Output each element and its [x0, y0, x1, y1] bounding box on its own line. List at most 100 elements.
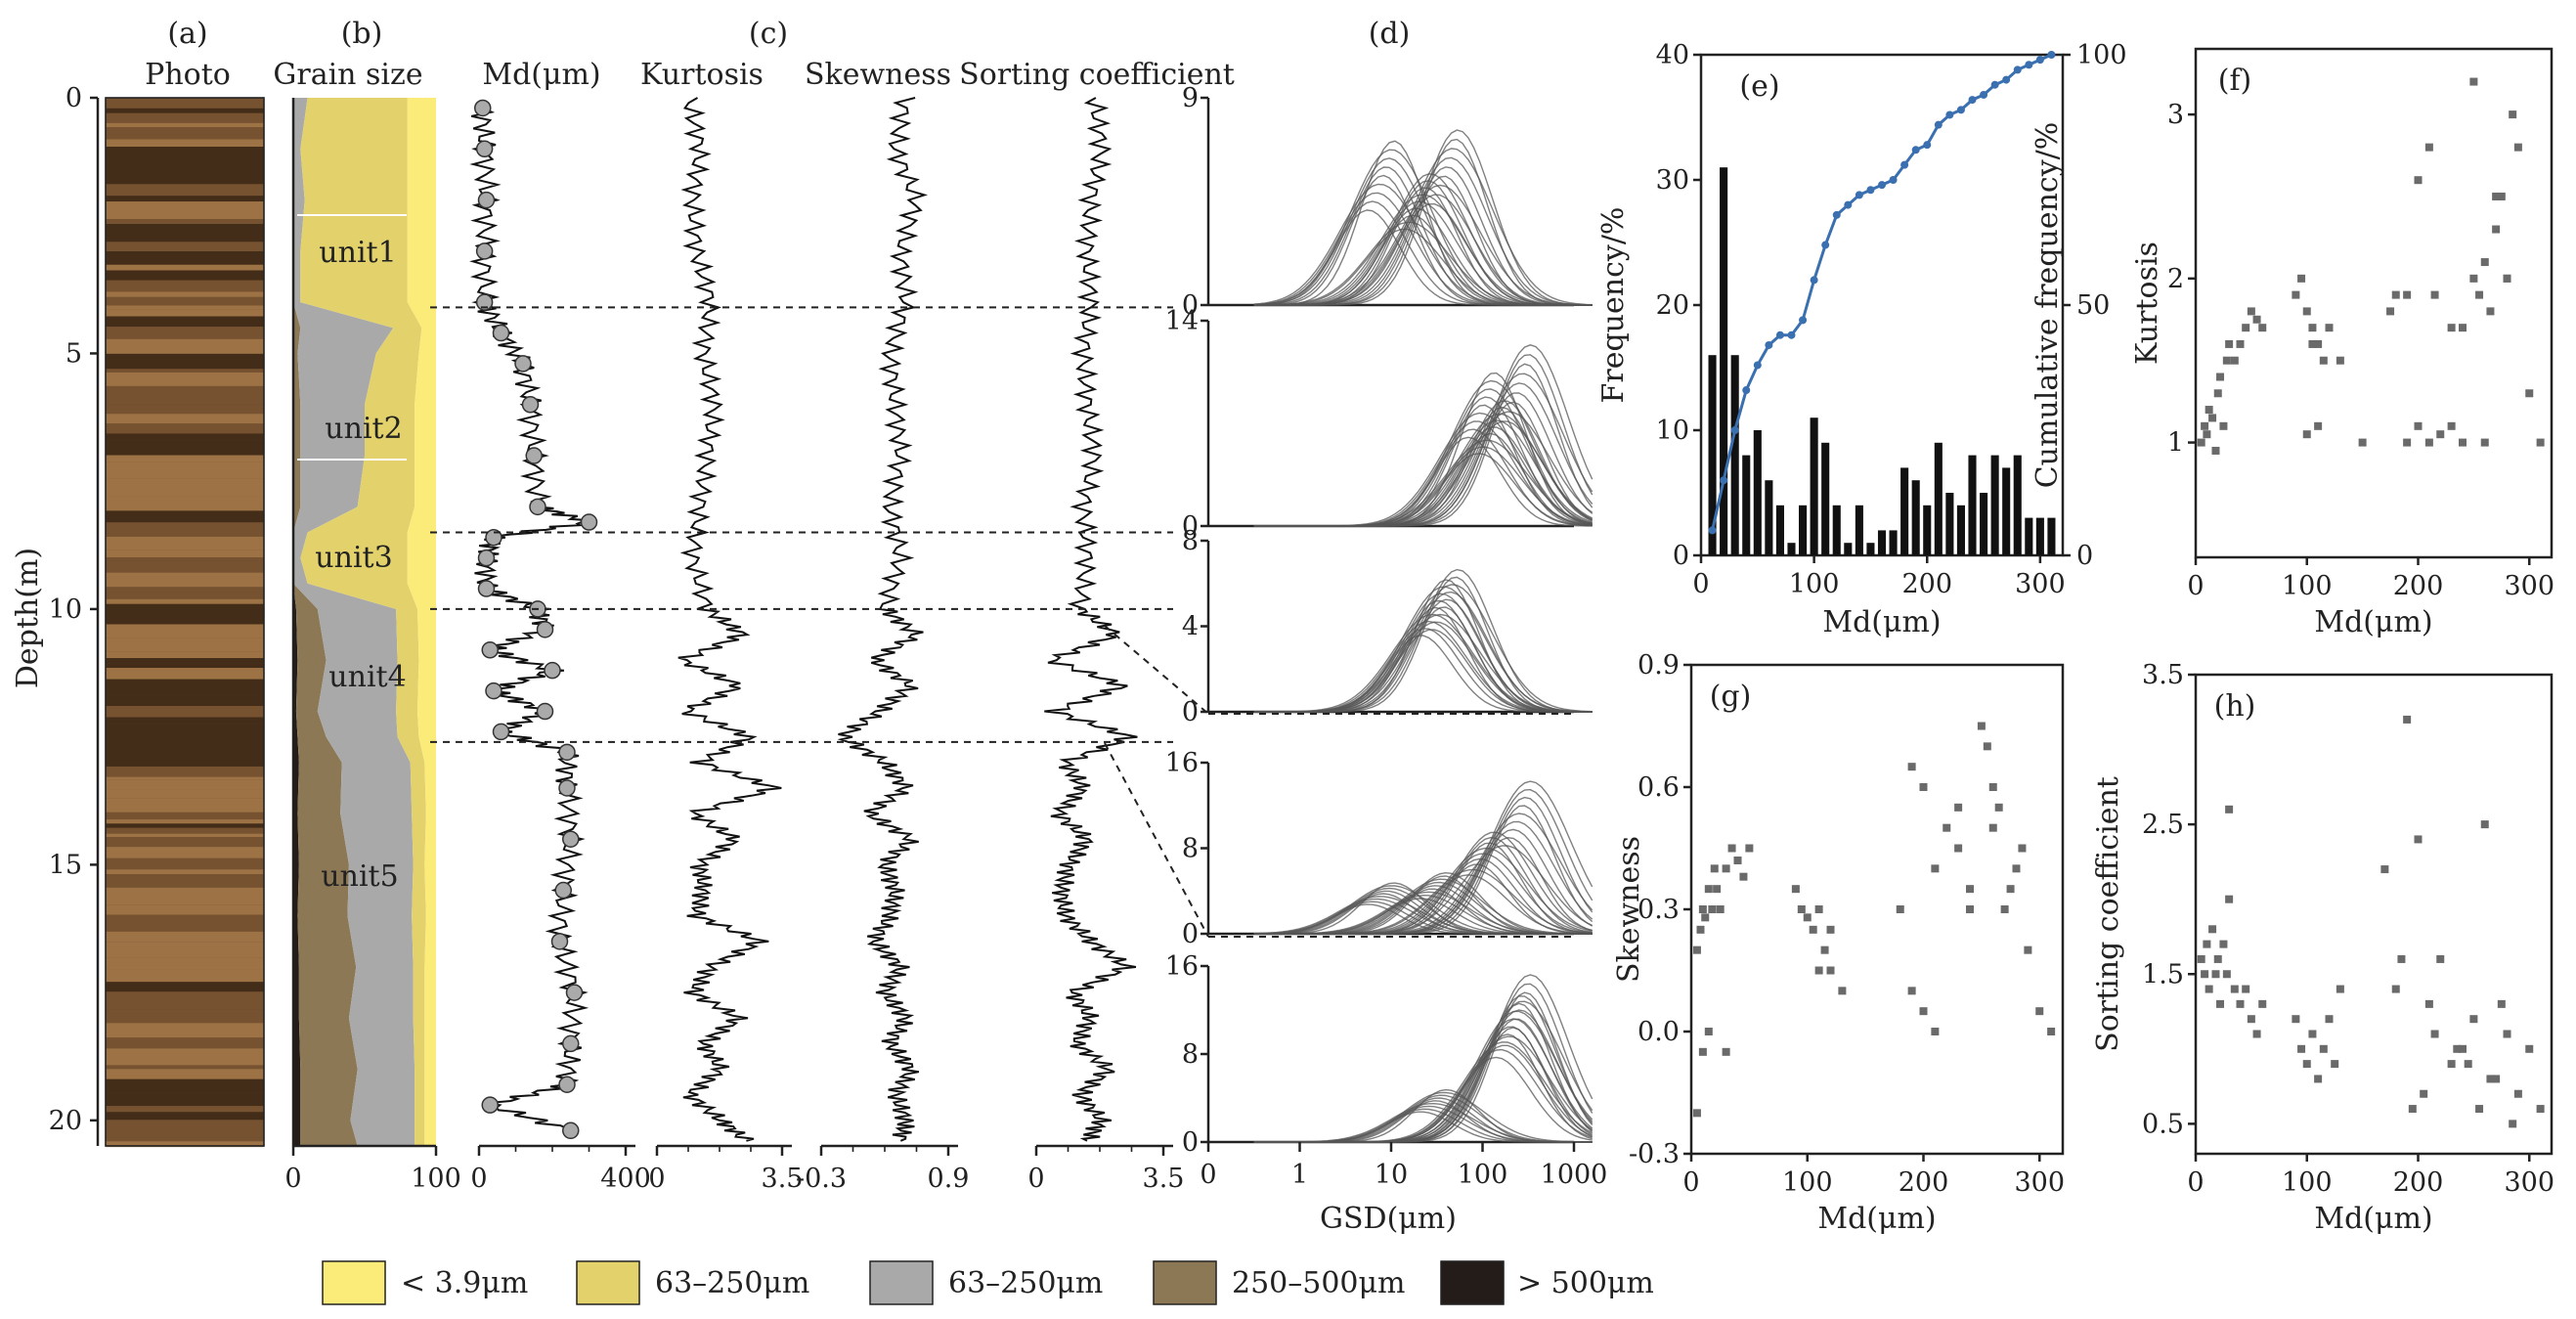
core-photo-band: [106, 914, 264, 932]
gsd-curve: [1253, 1044, 1593, 1143]
md-point: [475, 293, 494, 311]
gsd-curve: [1253, 1000, 1594, 1143]
core-photo-band: [106, 353, 264, 360]
core-photo-band: [106, 624, 264, 638]
scatter-point: [2325, 1015, 2334, 1024]
e-xtick-label: 0: [1692, 569, 1709, 599]
core-photo-band: [106, 837, 264, 848]
core-photo-band: [106, 280, 264, 292]
core-photo-band: [106, 982, 264, 992]
histogram-bar: [1956, 505, 1965, 555]
scatter-point: [1704, 1028, 1713, 1035]
core-photo-band: [106, 713, 264, 718]
gsd-curve: [1253, 628, 1593, 713]
cumulative-point: [1911, 146, 1920, 154]
scatter-point: [2525, 389, 2534, 398]
scatter-point: [1791, 885, 1800, 894]
core-photo-band: [106, 404, 264, 415]
grain-size-title: Grain size: [273, 58, 422, 92]
e-ytick-label: 20: [1656, 290, 1689, 321]
panel-h-title: (h): [2214, 689, 2256, 724]
gsd-curve: [1253, 586, 1593, 713]
scatter-panel-h: 0 100 200 300 0.5 1.5 2.5 3.5 (h) Md(μm) Sorting c…: [2091, 660, 2554, 1236]
scatter-point: [2447, 1060, 2456, 1069]
scatter-point: [2403, 438, 2412, 447]
scatter-xtick-label: 300: [2014, 1167, 2065, 1198]
scatter-point: [2492, 1075, 2501, 1083]
md-point: [492, 723, 510, 741]
scatter-point: [2230, 985, 2239, 993]
cumulative-point: [2025, 61, 2033, 69]
scatter-point: [2205, 985, 2213, 993]
md-point: [521, 396, 540, 414]
gsd-curve: [1253, 140, 1593, 306]
gsd-ytick-label: 4: [1182, 612, 1199, 642]
scatter-point: [2486, 307, 2495, 316]
cumulative-point: [1945, 110, 1954, 119]
profile-tick-label: 0: [470, 1164, 487, 1194]
scatter-point: [2216, 373, 2225, 381]
scatter-point: [2242, 324, 2250, 332]
gsd-curve: [1253, 974, 1594, 1143]
profile-tick-label: 0: [1027, 1164, 1044, 1194]
histogram-bar: [1810, 418, 1818, 555]
scatter-point: [2430, 290, 2439, 299]
scatter-point: [2319, 356, 2328, 365]
core-photo-band: [106, 663, 264, 669]
core-photo-band: [106, 833, 264, 838]
cumulative-point: [1980, 90, 1988, 99]
histogram-bar: [2002, 467, 2011, 555]
scatter-point: [2292, 1015, 2300, 1024]
scatter-ytick-label: 0.6: [1637, 772, 1680, 803]
histogram-bar: [1968, 455, 1977, 555]
panel-h-xlabel: Md(μm): [2314, 1202, 2432, 1236]
cumulative-point: [1730, 426, 1739, 434]
panel-c-label: (c): [749, 17, 788, 51]
histogram-bar: [2035, 517, 2044, 555]
scatter-point: [2211, 970, 2220, 979]
core-photo-band: [106, 1137, 264, 1142]
core-photo-band: [106, 957, 264, 970]
legend-swatch-clay: [322, 1260, 386, 1305]
core-photo-band: [106, 219, 264, 225]
scatter-point: [2222, 970, 2231, 979]
cumulative-point: [1934, 120, 1943, 129]
cumulative-point: [1753, 361, 1762, 370]
core-photo-band: [106, 798, 264, 813]
grain-tick-label: 100: [411, 1164, 461, 1194]
histogram-bar: [1787, 543, 1796, 555]
scatter-xtick-label: 100: [1782, 1167, 1833, 1198]
photo-title: Photo: [145, 58, 231, 92]
depth-tick-label: 15: [49, 850, 82, 880]
scatter-point: [2469, 274, 2478, 283]
core-photo-band: [106, 291, 264, 297]
core-photo-band: [106, 706, 264, 714]
scatter-point: [2492, 225, 2501, 234]
scatter-point: [2492, 192, 2501, 200]
md-point: [481, 1096, 499, 1114]
scatter-point: [2386, 307, 2395, 316]
core-photo-band: [106, 738, 264, 745]
core-photo-band: [106, 724, 264, 739]
scatter-point: [2297, 274, 2306, 283]
panel-f-xlabel: Md(μm): [2314, 605, 2432, 639]
scatter-point: [1931, 864, 1940, 873]
scatter-point: [2436, 954, 2445, 963]
core-photo-band: [106, 159, 264, 171]
scatter-point: [2047, 1028, 2056, 1035]
histogram-bar: [1742, 455, 1751, 555]
scatter-ytick-label: 1.5: [2142, 959, 2184, 989]
md-point: [562, 830, 580, 848]
core-photo-band: [106, 651, 264, 659]
scatter-point: [2447, 421, 2456, 430]
core-photo-band: [106, 373, 264, 386]
scatter-point: [1745, 844, 1754, 853]
scatter-point: [2486, 1075, 2495, 1083]
histogram-bar: [1720, 167, 1728, 555]
scatter-point: [1814, 966, 1823, 975]
skewness-title: Skewness: [805, 58, 951, 92]
core-photo-band: [106, 414, 264, 424]
e-xtick-label: 100: [1789, 569, 1840, 599]
cumulative-point: [1787, 330, 1796, 339]
